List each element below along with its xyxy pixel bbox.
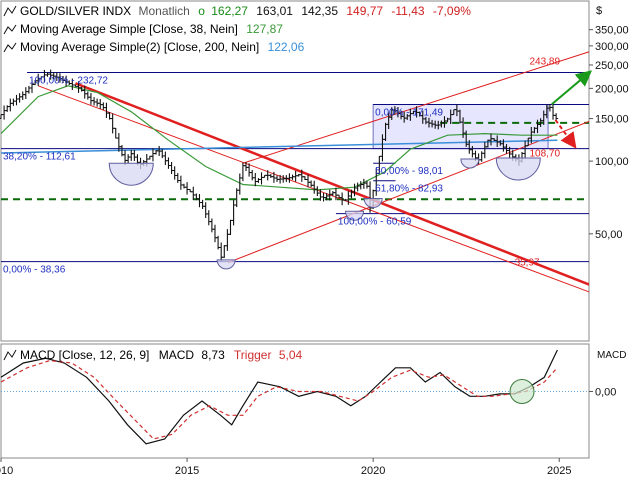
change-value: -11,43 [391,4,424,18]
price-panel [0,0,590,342]
symbol-name: GOLD/SILVER INDX [20,4,131,18]
macd-header: MACD [Close, 12, 26, 9] MACD 8,73 Trigge… [3,348,626,362]
macd-label: MACD [Close, 12, 26, 9] [20,348,149,362]
trend-line-3 [242,51,589,164]
macd-legend-icon [3,349,17,361]
fib-level-label-3: 50,00% - 98,01 [375,166,443,177]
x-tick-label-2: 2020 [361,465,385,477]
x-tick-label-3: 2025 [547,465,571,477]
ma200-line [0,139,558,154]
bottom-marker-1 [216,259,236,270]
macd-name: MACD [159,348,195,362]
y-tick-label-2: 250,00 [595,60,629,72]
open-prefix: o [198,4,205,18]
bottom-marker-3 [363,198,383,209]
fib-level-label-1: 0,00% - 171,49 [375,108,443,119]
x-tick-label-1: 2015 [175,465,199,477]
period-label: Monatlich [138,4,189,18]
fib-level-label-5: 100,00% - 60,59 [338,217,412,228]
ma2-value: 122,06 [268,40,305,54]
macd-axis-title: MACD [597,350,626,361]
fib-level-label-4: 61,80% - 82,93 [375,184,443,195]
change-pct-value: -7,09% [433,4,471,18]
fib-level-label-2: 38,20% - 112,61 [3,152,76,163]
fib-level-label-0: 100,00% - 232,72 [29,75,108,86]
price-label-0: 243,89 [529,57,560,68]
bottom-marker-5 [495,157,541,181]
trigger-name: Trigger [234,348,272,362]
x-tick-label-0: 2010 [0,465,13,477]
trend-line-2 [227,120,589,264]
bottom-marker-2 [345,210,365,221]
projection-arrow-0 [551,70,593,105]
y-tick-label-0: 350,00 [595,25,629,37]
ma2-label: Moving Average Simple(2) [Close, 200, Ne… [20,40,259,54]
open-value: 162,27 [211,4,248,18]
y-tick-label-6: 50,00 [595,229,623,241]
svg-text:GOLD/SILVER INDX Monatli: GOLD/SILVER INDX Monatlich o 162,27 163,… [20,4,471,18]
chart-header: GOLD/SILVER INDX Monatlich o 162,27 163,… [3,4,602,54]
close-value: 149,77 [346,4,383,18]
y-tick-label-5: 100,00 [595,156,629,168]
ma38-line [0,85,558,191]
high-value: 163,01 [256,4,293,18]
bottom-marker-0 [108,162,154,186]
price-label-1: 108,70 [529,148,560,159]
projection-arrow-1 [554,119,577,149]
ma2-legend-icon [3,42,17,53]
bottom-marker-4 [460,158,480,169]
macd-value: 8,73 [201,348,225,362]
ma1-label: Moving Average Simple [Close, 38, Nein] [20,22,238,36]
macd-y-tick-label-0: 0,00 [595,387,616,399]
svg-text:Moving Average Simple(2) [Clos: Moving Average Simple(2) [Close, 200, Ne… [20,40,305,54]
y-tick-label-1: 300,00 [595,41,629,53]
trend-line-0 [74,82,589,286]
fib-level-label-6: 0,00% - 38,36 [3,265,66,276]
svg-text:Moving Average Simple [Close,: Moving Average Simple [Close, 38, Nein] … [20,22,283,36]
y-tick-label-3: 200,00 [595,83,629,95]
macd-panel [0,343,590,459]
ma1-legend-icon [3,24,17,35]
chart-type-icon [3,5,17,17]
svg-text:MACD [Close, 12, 26, 9]: MACD [Close, 12, 26, 9] MACD 8,73 Trigge… [20,348,303,362]
trigger-value: 5,04 [279,348,303,362]
price-label-2: 35,97 [515,257,540,268]
trigger-line [0,359,558,440]
y-tick-label-4: 150,00 [595,114,629,126]
low-value: 142,35 [301,4,338,18]
currency-symbol: $ [596,5,602,17]
ma1-value: 127,87 [246,22,283,36]
macd-marker-0 [509,379,535,404]
